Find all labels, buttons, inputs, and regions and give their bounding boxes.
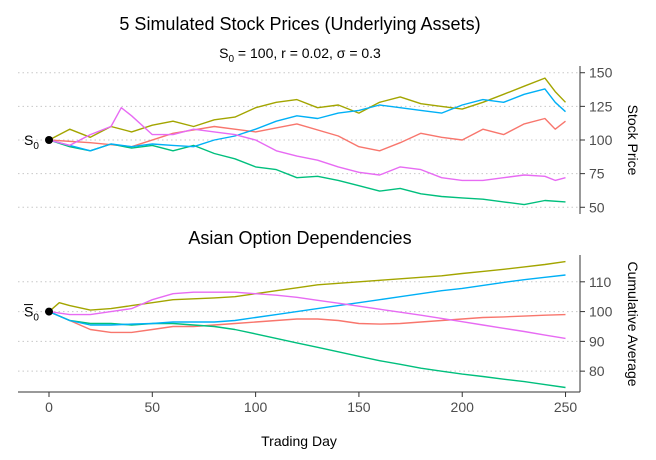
x-axis-title: Trading Day xyxy=(261,433,337,449)
series-line-2 xyxy=(48,260,566,313)
x-tick-label: 250 xyxy=(554,399,578,415)
series-line-4 xyxy=(48,274,566,326)
bottom-y-axis-title: Cumulative Average xyxy=(625,261,641,386)
bottom-start-marker: S0 xyxy=(24,304,53,324)
y-tick-label: 50 xyxy=(589,199,605,215)
bottom-chart-title: Asian Option Dependencies xyxy=(188,228,411,248)
series-line-4 xyxy=(48,88,566,152)
y-tick-label: 110 xyxy=(589,274,612,290)
x-tick-label: 100 xyxy=(244,399,268,415)
x-tick-label: 200 xyxy=(451,399,475,415)
top-chart-title: 5 Simulated Stock Prices (Underlying Ass… xyxy=(119,14,480,34)
top-gridlines xyxy=(18,72,580,208)
start-point xyxy=(44,307,53,316)
start-point xyxy=(44,136,53,144)
start-label: S0 xyxy=(24,304,39,324)
top-series-group xyxy=(48,77,567,206)
x-tick-label: 50 xyxy=(145,399,161,415)
series-line-3 xyxy=(48,310,566,389)
series-line-2 xyxy=(48,77,567,141)
bottom-x-ticks: 0 50 100 150 200 250 xyxy=(45,392,577,415)
top-start-marker: S0 xyxy=(24,132,53,152)
y-tick-label: 100 xyxy=(589,132,613,148)
y-tick-label: 150 xyxy=(589,65,613,81)
bottom-series-group xyxy=(48,260,566,389)
series-line-1 xyxy=(48,310,566,334)
start-label: S0 xyxy=(24,132,39,152)
series-line-5 xyxy=(48,291,566,340)
x-tick-label: 150 xyxy=(347,399,371,415)
bottom-y-ticks: 80 90 100 110 xyxy=(580,274,613,379)
bottom-gridlines xyxy=(18,281,580,372)
y-tick-label: 80 xyxy=(589,363,605,379)
x-tick-label: 0 xyxy=(45,399,53,415)
y-tick-label: 100 xyxy=(589,304,613,320)
series-line-5 xyxy=(48,107,566,182)
y-tick-label: 125 xyxy=(589,98,613,114)
series-line-3 xyxy=(48,139,566,206)
y-tick-label: 75 xyxy=(589,166,605,182)
y-tick-label: 90 xyxy=(589,333,605,349)
top-chart-subtitle: S0 = 100, r = 0.02, σ = 0.3 xyxy=(219,45,381,65)
top-y-ticks: 50 75 100 125 150 xyxy=(580,65,613,215)
top-y-axis-title: Stock Price xyxy=(625,105,641,176)
